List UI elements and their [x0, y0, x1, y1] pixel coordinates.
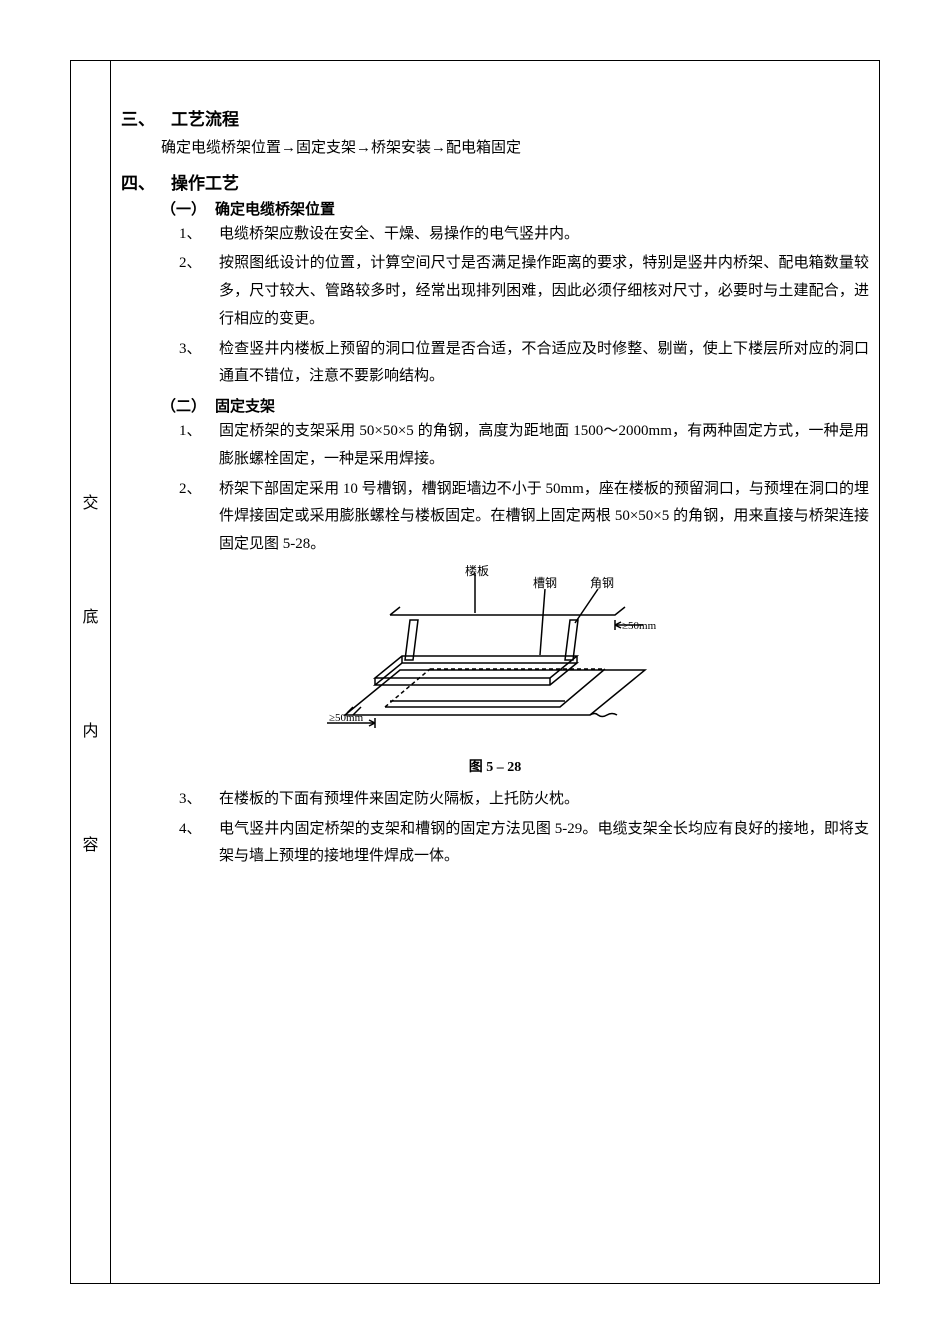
item-text: 桥架下部固定采用 10 号槽钢，槽钢距墙边不小于 50mm，座在楼板的预留洞口，… — [219, 476, 869, 559]
item-number: 1、 — [179, 221, 219, 249]
section-4-heading: 四、操作工艺 — [121, 169, 869, 194]
subsection-2-number: （二） — [161, 395, 215, 416]
page-frame: 交 底 内 容 三、工艺流程 确定电缆桥架位置→固定支架→桥架安装→配电箱固定 … — [70, 60, 880, 1284]
section-3-heading: 三、工艺流程 — [121, 105, 869, 130]
section-4-title: 操作工艺 — [171, 174, 239, 193]
fig-label-dim-left: ≥50mm — [329, 712, 364, 724]
item-text: 电缆桥架应敷设在安全、干燥、易操作的电气竖井内。 — [219, 221, 869, 249]
main-column: 三、工艺流程 确定电缆桥架位置→固定支架→桥架安装→配电箱固定 四、操作工艺 （… — [110, 60, 880, 1284]
side-char-2: 底 — [82, 603, 98, 627]
figure-caption: 图 5 – 28 — [315, 756, 675, 776]
side-char-3: 内 — [82, 717, 98, 741]
item-number: 1、 — [179, 418, 219, 474]
item-text: 固定桥架的支架采用 50×50×5 的角钢，高度为距地面 1500～2000mm… — [219, 418, 869, 474]
list-item: 3、 检查竖井内楼板上预留的洞口位置是否合适，不合适应及时修整、剔凿，使上下楼层… — [179, 336, 869, 392]
item-number: 4、 — [179, 816, 219, 872]
fig-label-floor: 楼板 — [465, 565, 489, 578]
list-item: 2、 桥架下部固定采用 10 号槽钢，槽钢距墙边不小于 50mm，座在楼板的预留… — [179, 476, 869, 559]
section-3-title: 工艺流程 — [171, 110, 239, 129]
item-number: 3、 — [179, 786, 219, 814]
section-3-number: 三、 — [121, 105, 171, 130]
item-number: 2、 — [179, 250, 219, 333]
subsection-1-number: （一） — [161, 198, 215, 219]
fig-label-dim-right: ≥50mm — [622, 620, 657, 632]
list-item: 1、 固定桥架的支架采用 50×50×5 的角钢，高度为距地面 1500～200… — [179, 418, 869, 474]
side-char-4: 容 — [82, 831, 98, 855]
item-text: 按照图纸设计的位置，计算空间尺寸是否满足操作距离的要求，特别是竖井内桥架、配电箱… — [219, 250, 869, 333]
subsection-1-title: 确定电缆桥架位置 — [215, 202, 335, 218]
fig-label-channel: 槽钢 — [533, 576, 557, 590]
process-flow: 确定电缆桥架位置→固定支架→桥架安装→配电箱固定 — [161, 134, 869, 163]
list-item: 1、 电缆桥架应敷设在安全、干燥、易操作的电气竖井内。 — [179, 221, 869, 249]
item-text: 电气竖井内固定桥架的支架和槽钢的固定方法见图 5-29。电缆支架全长均应有良好的… — [219, 816, 869, 872]
list-item: 4、 电气竖井内固定桥架的支架和槽钢的固定方法见图 5-29。电缆支架全长均应有… — [179, 816, 869, 872]
item-text: 在楼板的下面有预埋件来固定防火隔板，上托防火枕。 — [219, 786, 869, 814]
list-item: 3、 在楼板的下面有预埋件来固定防火隔板，上托防火枕。 — [179, 786, 869, 814]
subsection-2-heading: （二）固定支架 — [161, 395, 869, 416]
figure-svg: 楼板 槽钢 角钢 ≥50mm ≥50mm — [315, 565, 675, 745]
section-4-number: 四、 — [121, 169, 171, 194]
subsection-1-heading: （一）确定电缆桥架位置 — [161, 198, 869, 219]
item-number: 3、 — [179, 336, 219, 392]
side-column: 交 底 内 容 — [70, 60, 110, 1284]
item-number: 2、 — [179, 476, 219, 559]
side-char-1: 交 — [82, 489, 98, 513]
list-item: 2、 按照图纸设计的位置，计算空间尺寸是否满足操作距离的要求，特别是竖井内桥架、… — [179, 250, 869, 333]
subsection-2-title: 固定支架 — [215, 399, 275, 415]
fig-label-angle: 角钢 — [590, 576, 614, 590]
figure-5-28: 楼板 槽钢 角钢 ≥50mm ≥50mm 图 5 – 28 — [315, 565, 675, 776]
item-text: 检查竖井内楼板上预留的洞口位置是否合适，不合适应及时修整、剔凿，使上下楼层所对应… — [219, 336, 869, 392]
